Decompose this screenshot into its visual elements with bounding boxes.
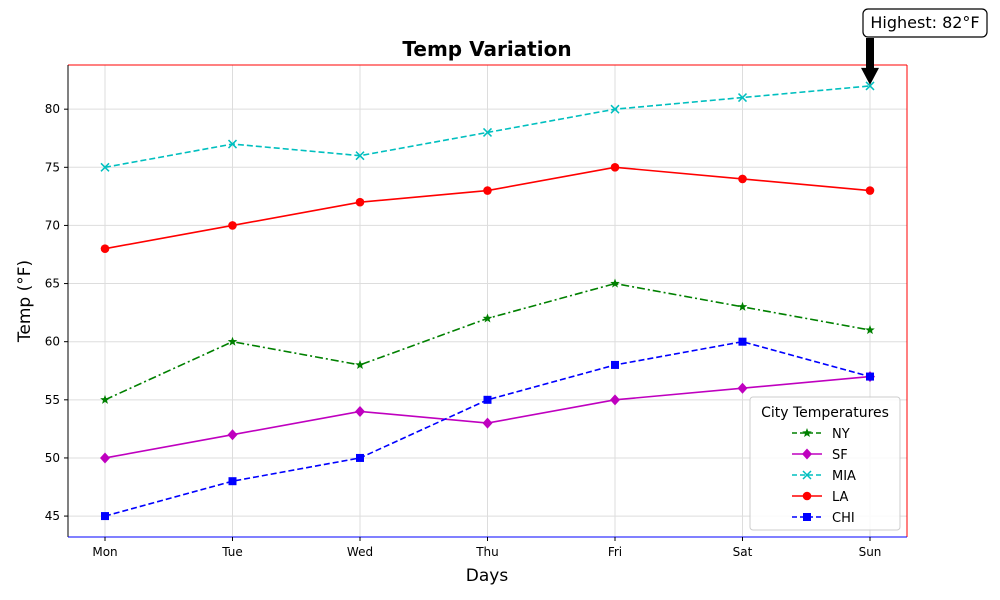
series-la [100,163,875,253]
series-chi [101,337,874,521]
data-point [100,452,110,464]
data-point [610,163,620,172]
legend-label: CHI [832,511,855,526]
data-point [738,174,747,184]
data-point [611,360,619,369]
data-point [866,372,874,381]
data-point [865,325,875,335]
data-point [737,382,748,394]
x-tick-label: Tue [221,545,243,559]
data-point [737,93,748,103]
legend-marker [802,428,812,438]
data-point [100,244,110,253]
data-point [482,127,493,137]
legend-item-chi: CHI [792,511,855,526]
data-point [355,197,365,207]
data-point [228,221,237,230]
legend-marker [803,513,811,521]
y-tick-label: 55 [45,393,60,407]
annotation-arrow-shaft [866,38,874,69]
annotation-arrow-head [861,67,879,85]
data-point [610,278,620,288]
legend-label: NY [832,427,850,442]
x-tick-label: Sun [859,545,882,559]
data-point [356,453,364,462]
data-point [483,395,492,404]
legend-label: SF [832,448,848,463]
data-point [737,301,748,311]
data-point [610,104,620,114]
legend-label: LA [832,490,849,505]
legend-item-ny: NY [792,427,850,442]
y-tick-label: 80 [45,102,60,116]
y-tick-label: 70 [45,218,60,232]
data-point [227,139,238,149]
series-ny [100,278,875,404]
tick-labels: Mon Tue Wed Thu Fri Sat Sun 45 50 55 60 65 70 75 80 [45,102,882,559]
legend-label: MIA [832,469,856,484]
legend-item-sf: SF [792,448,848,463]
x-tick-label: Thu [475,545,499,559]
y-tick-label: 50 [45,451,60,465]
annotation-box [862,8,988,38]
x-tick-label: Mon [92,545,117,559]
data-point [227,429,238,441]
chart-title: Temp Variation [402,37,571,61]
y-tick-label: 75 [45,160,60,174]
legend-title: City Temperatures [761,405,889,421]
annotation: Highest: 82°F [861,8,988,85]
y-tick-label: 65 [45,277,60,291]
legend-item-la: LA [792,490,849,505]
legend-box [749,396,901,531]
data-point [100,394,110,404]
data-point [482,313,493,323]
series-mia [100,81,875,172]
data-point [865,186,875,195]
legend-marker [802,491,812,501]
data-point [355,405,365,417]
data-point [865,81,875,91]
legend-item-mia: MIA [792,469,856,484]
data-point [355,151,365,161]
data-point [228,477,237,486]
x-tick-label: Wed [347,545,373,559]
data-point [100,162,110,172]
annotation-text: Highest: 82°F [870,13,979,32]
x-axis-label: Days [466,566,509,586]
y-tick-label: 60 [45,335,60,349]
data-point [101,512,109,521]
y-tick-label: 45 [45,509,60,523]
x-tick-label: Sat [733,545,753,559]
legend: City Temperatures NY SF MIA LA CHI [749,396,901,531]
x-tick-label: Fri [608,545,622,559]
series-layer [100,81,875,521]
data-point [483,186,492,195]
y-axis-label: Temp (°F) [15,260,35,343]
data-point [610,394,620,406]
data-point [738,337,747,346]
legend-marker [802,470,812,480]
data-point [227,336,238,346]
legend-marker [802,448,812,460]
data-point [482,417,493,429]
data-point [355,359,365,369]
